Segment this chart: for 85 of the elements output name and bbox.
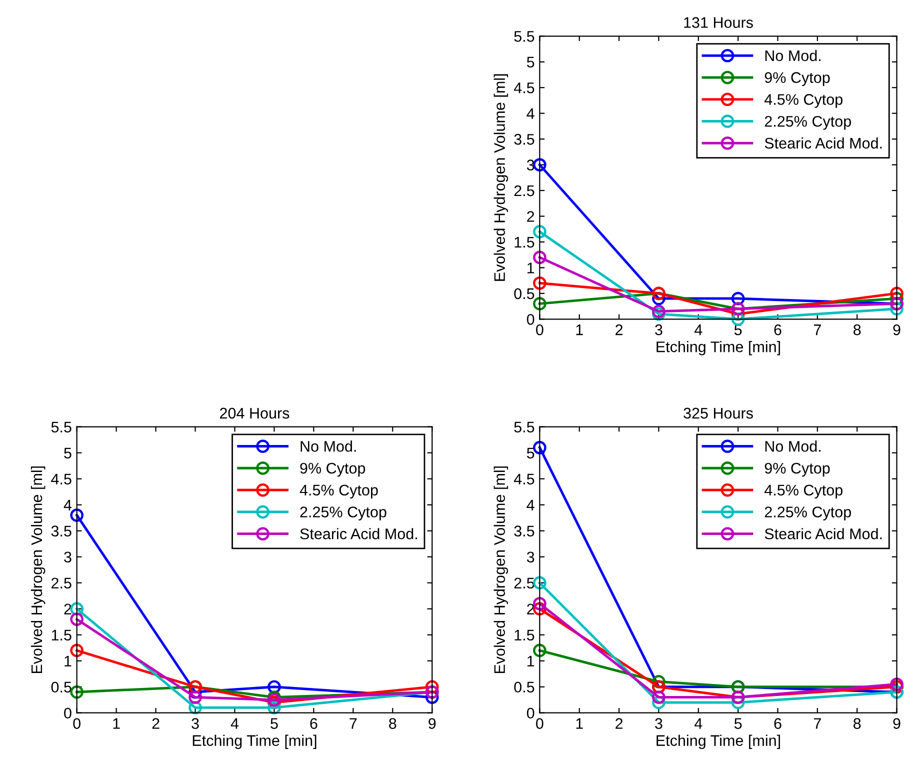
y-tick-label: 1.5	[52, 630, 72, 641]
y-axis-title: Evolved Hydrogen Volume [ml]	[494, 74, 508, 281]
x-tick-label: 0	[536, 324, 544, 336]
y-tick-label: 1	[527, 262, 534, 274]
y-axis-title: Evolved Hydrogen Volume [ml]	[30, 466, 46, 674]
y-tick-label: 4.5	[514, 82, 534, 94]
y-tick-label: 0.5	[514, 288, 534, 300]
y-tick-label: 3	[526, 552, 534, 563]
legend-label: 2.25% Cytop	[300, 506, 386, 520]
x-tick-label: 9	[893, 718, 900, 729]
x-tick-label: 6	[774, 718, 782, 729]
x-tick-label: 1	[576, 718, 583, 729]
x-tick-label: 9	[893, 324, 900, 336]
y-tick-label: 4.5	[51, 474, 72, 484]
y-tick-label: 5	[526, 448, 534, 458]
x-tick-label: 0	[536, 718, 544, 729]
x-tick-label: 6	[774, 324, 782, 336]
x-tick-label: 3	[655, 324, 662, 336]
x-tick-label: 3	[192, 718, 199, 729]
y-tick-label: 0	[526, 708, 534, 719]
legend-label: No Mod.	[765, 50, 820, 62]
x-tick-label: 7	[350, 718, 357, 729]
y-tick-label: 4	[64, 500, 72, 510]
x-axis-title: Etching Time [min]	[656, 341, 780, 356]
x-tick-label: 9	[428, 718, 436, 729]
legend-label: 9% Cytop	[764, 462, 830, 477]
chart-title: 204 Hours	[220, 408, 290, 419]
chart-title: 325 Hours	[684, 408, 753, 419]
x-tick-label: 2	[152, 718, 160, 729]
y-tick-label: 4	[526, 500, 534, 510]
y-tick-label: 5.5	[51, 422, 72, 432]
legend-label: 4.5% Cytop	[300, 484, 378, 499]
x-tick-label: 2	[616, 324, 623, 336]
y-tick-label: 0	[64, 708, 72, 719]
y-tick-label: 4	[526, 108, 534, 119]
y-tick-label: 5	[64, 448, 72, 458]
x-tick-label: 4	[694, 324, 702, 336]
x-tick-label: 7	[814, 718, 821, 729]
y-tick-label: 3	[64, 552, 72, 563]
y-tick-label: 1.5	[514, 236, 534, 248]
y-tick-label: 5	[526, 56, 534, 68]
x-tick-label: 8	[854, 324, 861, 336]
y-tick-label: 2.5	[514, 185, 534, 196]
legend-label: 9% Cytop	[300, 462, 366, 477]
x-tick-label: 2	[616, 718, 623, 729]
x-tick-label: 1	[576, 324, 583, 336]
legend-label: 4.5% Cytop	[764, 484, 842, 499]
x-tick-label: 4	[230, 718, 239, 729]
y-tick-label: 5.5	[514, 31, 534, 42]
legend-label: 9% Cytop	[764, 72, 830, 86]
x-tick-label: 4	[694, 718, 702, 729]
legend-label: Stearic Acid Mod.	[764, 137, 882, 149]
x-tick-label: 1	[113, 718, 120, 729]
legend-label: Stearic Acid Mod.	[300, 528, 417, 540]
legend-label: No Mod.	[300, 440, 356, 452]
y-tick-label: 2.5	[52, 578, 72, 589]
legend-label: 4.5% Cytop	[764, 94, 842, 108]
y-tick-label: 3.5	[514, 526, 534, 537]
x-tick-label: 8	[389, 718, 396, 729]
x-tick-label: 5	[734, 718, 742, 729]
y-tick-label: 0.5	[51, 682, 72, 693]
y-tick-label: 3.5	[51, 526, 72, 537]
legend-label: 2.25% Cytop	[764, 506, 851, 520]
y-tick-label: 1	[64, 656, 72, 666]
y-axis-title: Evolved Hydrogen Volume [ml]	[494, 466, 508, 674]
x-tick-label: 7	[814, 324, 821, 336]
y-tick-label: 0.5	[514, 682, 534, 693]
x-tick-label: 8	[854, 718, 861, 729]
x-tick-label: 3	[655, 718, 662, 729]
y-tick-label: 5.5	[514, 422, 534, 432]
y-tick-label: 1	[527, 656, 534, 666]
y-tick-label: 3.5	[514, 134, 534, 145]
y-tick-label: 1.5	[514, 630, 534, 641]
x-tick-label: 0	[73, 718, 80, 729]
x-tick-label: 6	[310, 718, 318, 729]
legend-label: Stearic Acid Mod.	[764, 528, 882, 540]
y-tick-label: 4.5	[514, 474, 534, 484]
x-axis-title: Etching Time [min]	[192, 734, 316, 749]
x-axis-title: Etching Time [min]	[656, 734, 780, 749]
y-tick-label: 0	[526, 314, 534, 325]
y-tick-label: 2	[527, 211, 534, 222]
legend-label: No Mod.	[765, 440, 820, 452]
x-tick-label: 5	[270, 718, 278, 729]
chart-title: 131 Hours	[684, 17, 753, 28]
legend-label: 2.25% Cytop	[764, 116, 851, 130]
